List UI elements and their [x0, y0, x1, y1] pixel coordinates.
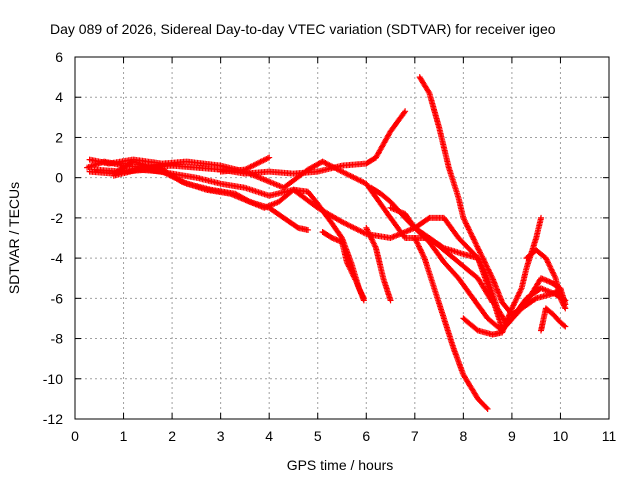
- series-track-5: [110, 166, 367, 302]
- series-markers: [368, 184, 569, 334]
- x-tick-label: 6: [362, 428, 370, 444]
- series-markers: [86, 156, 496, 306]
- series-markers: [319, 229, 367, 304]
- y-tick-label: -10: [43, 371, 63, 387]
- y-tick-label: -4: [51, 250, 64, 266]
- series-markers: [538, 305, 569, 334]
- series-track-2: [86, 156, 496, 306]
- series-track-7: [319, 229, 367, 304]
- x-tick-label: 5: [314, 428, 322, 444]
- series-markers: [523, 247, 569, 312]
- series-track-11: [416, 74, 569, 318]
- x-tick-label: 2: [168, 428, 176, 444]
- y-tick-label: 4: [55, 89, 63, 105]
- x-tick-label: 7: [411, 428, 419, 444]
- y-tick-label: 2: [55, 129, 63, 145]
- x-tick-label: 3: [217, 428, 225, 444]
- plot-frame: [74, 56, 610, 420]
- grid: [75, 57, 609, 419]
- x-tick-label: 10: [553, 428, 569, 444]
- y-tick-label: -2: [51, 210, 64, 226]
- x-axis-label: GPS time / hours: [287, 457, 394, 473]
- series-markers: [387, 204, 564, 328]
- y-axis-label: SDTVAR / TECUs: [6, 182, 22, 294]
- series-track-12: [411, 235, 491, 412]
- y-tick-label: -12: [43, 411, 63, 427]
- series-markers: [217, 154, 273, 175]
- axis-ticks: [74, 56, 610, 420]
- series-track-10: [387, 204, 564, 328]
- series-markers: [110, 166, 367, 302]
- series-markers: [363, 224, 394, 304]
- series-track-8: [363, 224, 394, 304]
- x-tick-label: 1: [120, 428, 128, 444]
- x-tick-label: 9: [508, 428, 516, 444]
- data-series: [84, 74, 569, 412]
- series-track-9: [368, 184, 569, 334]
- series-track-14: [523, 247, 569, 312]
- tick-labels: 0 1 2 3 4 5 6 7 8 9 10 11 -12 -10 -8 -6 -4 -2 0 2 4 6: [43, 49, 617, 444]
- x-tick-label: 4: [265, 428, 273, 444]
- y-tick-label: -8: [51, 331, 64, 347]
- series-markers: [411, 235, 491, 412]
- x-tick-label: 11: [602, 428, 617, 444]
- y-tick-label: -6: [51, 290, 64, 306]
- y-tick-label: 0: [55, 170, 63, 186]
- series-track-6: [217, 154, 273, 175]
- y-tick-label: 6: [55, 49, 63, 65]
- x-tick-label: 8: [459, 428, 467, 444]
- series-track-15: [538, 305, 569, 334]
- x-tick-label: 0: [71, 428, 79, 444]
- chart-title: Day 089 of 2026, Sidereal Day-to-day VTE…: [50, 21, 556, 37]
- series-markers: [416, 74, 569, 318]
